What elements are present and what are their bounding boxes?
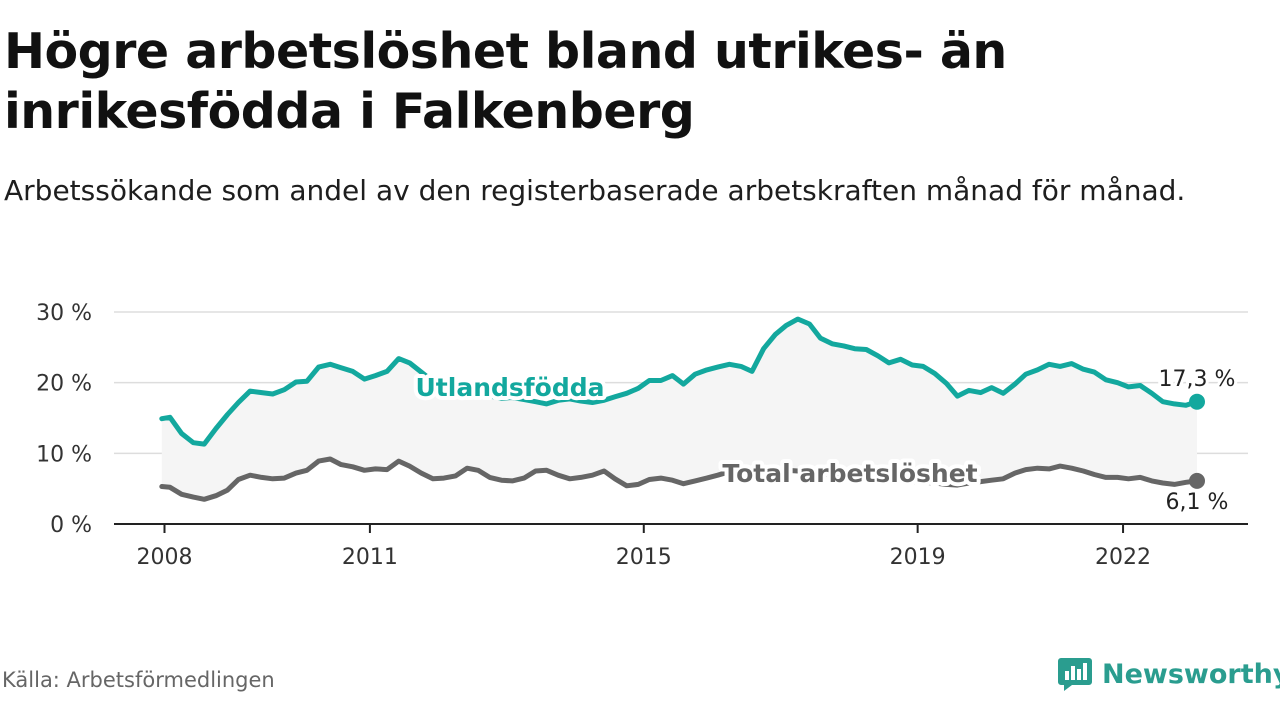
- series-label-utlandsfodda: Utlandsfödda: [416, 373, 605, 402]
- end-marker-utlandsfodda: [1189, 393, 1205, 410]
- y-tick-label: 10 %: [36, 442, 92, 467]
- series-label-total: Total arbetslöshet: [722, 459, 977, 488]
- newsworthy-logo-icon: [1058, 658, 1092, 691]
- series-line-utlandsfodda: [159, 316, 1200, 447]
- end-label-total: 6,1 %: [1166, 490, 1229, 515]
- end-label-utlandsfodda: 17,3 %: [1159, 367, 1236, 392]
- difference-band: [161, 319, 1197, 500]
- x-tick-label: 2022: [1095, 545, 1151, 570]
- y-tick-label: 0 %: [50, 513, 92, 538]
- page-title: Högre arbetslöshet bland utrikes- än inr…: [4, 23, 1007, 140]
- page-subtitle: Arbetssökande som andel av den registerb…: [4, 174, 1186, 207]
- y-tick-label: 20 %: [36, 372, 92, 397]
- source-note: Källa: Arbetsförmedlingen: [2, 668, 275, 692]
- y-tick-label: 30 %: [36, 301, 92, 326]
- x-tick-label: 2019: [890, 545, 946, 570]
- brand-logo[interactable]: Newsworthy: [1058, 654, 1280, 694]
- x-tick-label: 2011: [342, 545, 398, 570]
- series-line-total: [159, 456, 1200, 502]
- x-tick-label: 2008: [137, 545, 193, 570]
- x-tick-label: 2015: [616, 545, 672, 570]
- end-marker-total: [1189, 472, 1205, 489]
- brand-name: Newsworthy: [1102, 658, 1280, 690]
